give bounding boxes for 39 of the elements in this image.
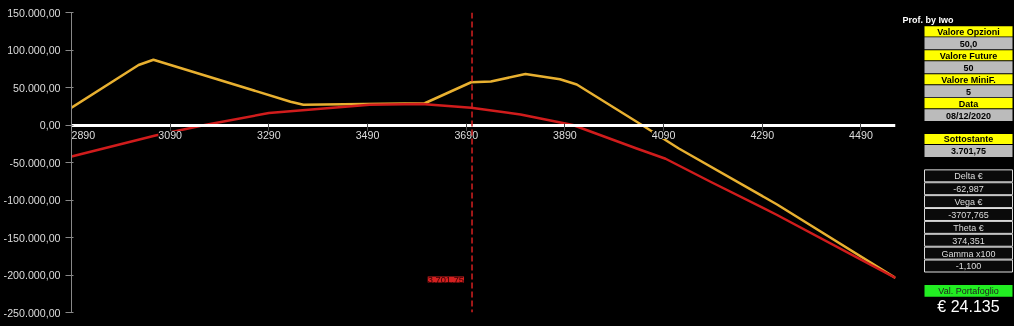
text: -1,100 [955,261,982,272]
text: Gamma x100 [941,248,996,259]
y-tick-label: 150.000,00 [7,6,61,19]
x-tick-label: 2890 [71,129,96,141]
x-tick-label: 3290 [257,129,281,141]
text: 50,0 [959,38,978,49]
text: Vega € [954,197,983,208]
y-tick-label: -150.000,00 [3,231,61,244]
y-tick-label: 100.000,00 [7,44,61,56]
text: Valore Future [939,50,998,61]
x-tick-label: 4490 [849,129,873,141]
x-tick-label: 3490 [355,129,380,141]
text: Delta € [954,171,983,182]
text: Theta € [953,222,984,233]
x-tick-label: 4290 [750,129,775,141]
y-tick-label: 50.000,00 [13,81,61,94]
text: 08/12/2020 [945,110,992,121]
text: Val. Portafoglio [938,286,999,297]
text: Sottostante [943,134,994,145]
text: 374,351 [952,235,985,246]
x-tick-label: 4090 [651,129,676,141]
text: Prof. by Iwo [902,15,955,26]
x-tick-label: 3090 [158,129,183,141]
text: 3.701,75 [950,146,987,157]
y-tick-label: -50.000,00 [9,156,61,169]
text: -62,987 [953,184,984,195]
text: Valore MiniF. [941,74,996,85]
x-tick-label: 3690 [454,129,479,141]
x-tick-label: 3890 [553,129,577,141]
y-tick-label: -100.000,00 [3,194,61,206]
y-tick-label: 0,00 [39,119,61,131]
y-tick-label: -200.000,00 [3,269,61,281]
text: 5 [966,86,972,97]
y-tick-label: -250.000,00 [3,306,61,319]
text: € 24.135 [937,298,1000,316]
text: Data [958,98,980,109]
text: 50 [963,62,974,73]
text: -3707,765 [948,209,989,220]
text: Valore Opzioni [937,26,1000,37]
